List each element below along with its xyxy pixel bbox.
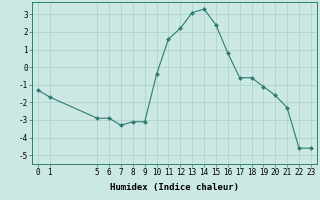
X-axis label: Humidex (Indice chaleur): Humidex (Indice chaleur) [110,183,239,192]
